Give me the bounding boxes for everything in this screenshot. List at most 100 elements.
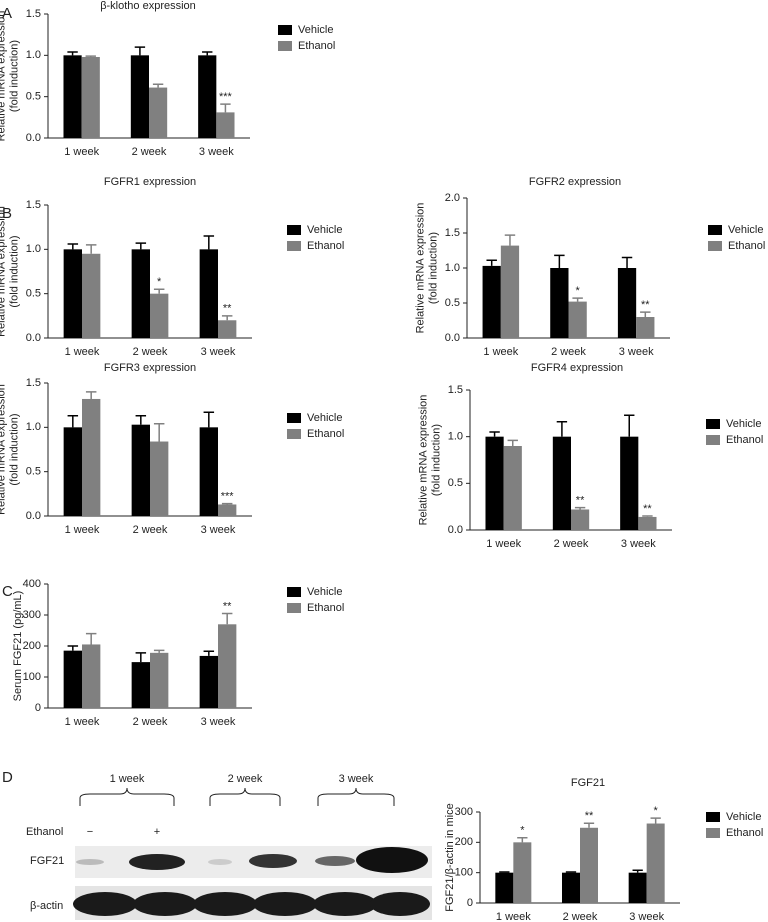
band [208,859,232,865]
y-tick-label: 1.5 [26,8,41,20]
error-bar [67,415,79,428]
legend-label: Vehicle [726,811,761,823]
error-bar [556,420,568,437]
x-tick-label: 2 week [554,538,589,550]
x-tick-label: 3 week [629,911,664,922]
bar [503,446,522,530]
bar [638,516,657,530]
x-tick-label: 3 week [201,716,236,728]
error-bar [504,234,516,246]
y-axis-label: Relative mRNA expression [0,206,7,337]
y-tick-label: 0 [35,702,41,714]
bar [131,249,150,338]
legend-swatch [287,413,301,423]
legend-label: Ethanol [307,602,344,614]
legend-label: Ethanol [307,240,344,252]
x-tick-label: 2 week [563,911,598,922]
bar [513,842,532,903]
actin-bands [73,892,430,916]
band [315,856,355,866]
bar [562,872,580,903]
brace [209,787,281,806]
error-bar [486,259,497,266]
y-tick-label: 300 [23,609,41,621]
bar [218,320,237,338]
error-bar [574,506,586,510]
x-tick-label: 1 week [64,146,99,158]
bar [199,427,218,516]
y-tick-label: 0.5 [445,297,460,309]
error-bar [85,632,97,645]
bar [63,427,82,516]
y-axis-label: FGF21/β-actin in mice [444,803,456,911]
error-bar [135,652,147,663]
bar [149,87,168,138]
bar [150,652,169,708]
bar [63,55,82,139]
error-bar [624,414,635,437]
error-bar [135,415,147,425]
error-bar [221,315,233,321]
y-axis-label: Relative mRNA expression [417,395,429,526]
error-bar [85,244,97,254]
bar [198,55,217,139]
significance: ** [643,503,652,515]
x-tick-label: 1 week [65,346,100,358]
y-tick-label: 1.0 [445,262,460,274]
y-tick-label: 2.0 [445,192,460,204]
brace [317,787,395,806]
bar [150,441,169,516]
y-tick-label: 0.0 [448,524,463,536]
x-tick-label: 3 week [619,346,654,358]
y-tick-label: 0 [467,897,473,909]
lane-label: 3 week [339,773,374,785]
y-tick-label: 1.5 [445,227,460,239]
error-bar [640,311,651,317]
y-tick-label: 0.0 [26,510,41,522]
legend-label: Vehicle [726,418,761,430]
lane-label: 1 week [110,773,145,785]
bar [568,301,587,338]
bar [63,249,82,338]
band [129,854,185,870]
bar [617,268,637,338]
significance: ** [585,810,594,822]
y-axis-label: (fold induction) [427,232,439,304]
error-bar [517,837,528,843]
error-bar [489,431,500,437]
y-axis-label: (fold induction) [8,40,20,112]
error-bar [67,51,78,56]
legend-label: Ethanol [726,434,763,446]
bar [485,436,504,530]
legend-label: Vehicle [307,586,342,598]
row-label: FGF21 [30,855,64,867]
y-tick-label: 0.5 [26,91,41,103]
chart: FGF21 FGF21/β-actin in mice 0 100 200 300 1 we… [444,777,763,922]
y-tick-label: 1.5 [448,384,463,396]
significance: ** [576,495,585,507]
error-bar [583,822,595,828]
x-tick-label: 2 week [133,346,168,358]
bar [82,253,101,338]
legend-swatch [708,225,722,235]
chart-title: FGFR3 expression [104,362,196,374]
row-label: β-actin [30,900,63,912]
y-tick-label: 0.0 [26,332,41,344]
bar [218,624,237,708]
error-bar [202,51,213,56]
chart: FGFR3 expression Relative mRNA expression… [0,362,344,536]
y-tick-label: 0.0 [445,332,460,344]
chart: FGFR1 expression Relative mRNA expression… [0,176,344,358]
bar [81,56,100,139]
panel-label: B [2,205,12,222]
significance: * [654,805,659,817]
y-tick-label: 100 [23,671,41,683]
x-tick-label: 1 week [65,524,100,536]
error-bar [572,297,583,302]
error-bar [67,645,79,651]
x-tick-label: 3 week [621,538,656,550]
lane-label: 2 week [228,773,263,785]
y-tick-label: 1.5 [26,199,41,211]
legend-swatch [287,429,301,439]
x-tick-label: 2 week [551,346,586,358]
